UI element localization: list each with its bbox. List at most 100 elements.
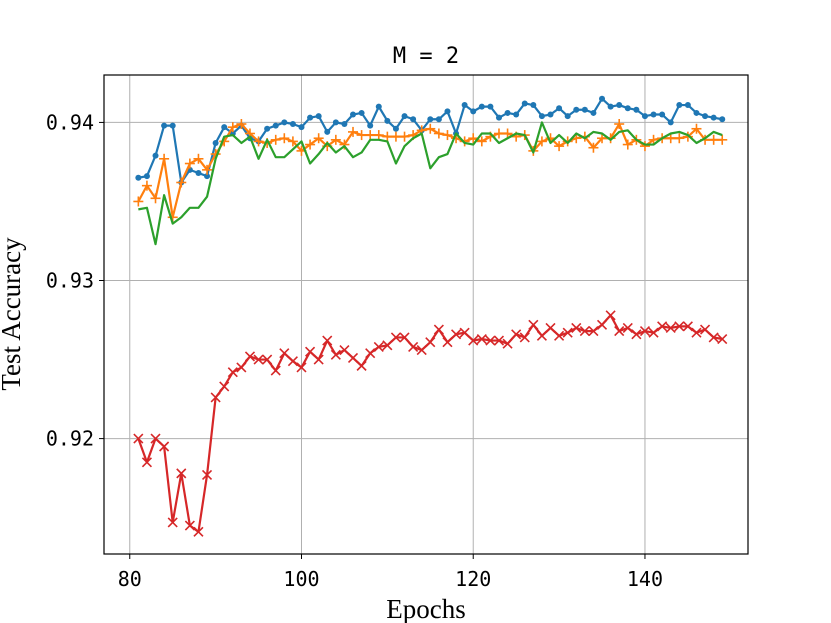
data-point (562, 327, 573, 338)
x-tick-label: 140 (627, 567, 663, 591)
data-point (556, 105, 563, 112)
data-point (493, 128, 504, 139)
data-point (150, 433, 161, 444)
data-point (659, 111, 666, 118)
data-point (665, 322, 676, 334)
data-point (390, 131, 401, 142)
data-point (262, 354, 273, 365)
data-point (298, 124, 305, 131)
data-point (433, 128, 444, 139)
data-point (279, 133, 290, 144)
data-point (442, 337, 453, 348)
data-point (373, 341, 384, 352)
data-point (573, 106, 580, 113)
data-point (167, 517, 178, 528)
data-point (528, 319, 539, 330)
data-point (588, 326, 599, 337)
data-point (367, 122, 374, 129)
data-point (281, 119, 288, 126)
data-point (639, 326, 651, 337)
data-point (159, 153, 170, 164)
data-point (313, 133, 324, 144)
data-point (511, 329, 522, 340)
data-point (332, 119, 339, 126)
data-point (204, 173, 211, 180)
data-point (650, 111, 657, 118)
data-point (468, 133, 479, 144)
data-point (536, 136, 547, 147)
data-point (667, 119, 674, 126)
data-point (564, 113, 571, 120)
data-point (202, 164, 213, 175)
data-point (476, 333, 487, 345)
y-axis-title: Test Accuracy (0, 237, 26, 391)
plot-frame (103, 74, 749, 555)
data-point (596, 319, 608, 330)
data-point (141, 180, 152, 191)
data-point (348, 126, 359, 137)
data-point (693, 109, 700, 116)
data-point (702, 113, 709, 120)
data-point (599, 95, 606, 102)
data-point (571, 322, 582, 334)
data-point (253, 136, 264, 147)
data-point (607, 103, 614, 110)
data-point (476, 136, 487, 147)
data-point (676, 102, 683, 109)
data-point (504, 109, 511, 116)
data-point (502, 338, 513, 349)
data-point (133, 433, 144, 444)
data-point (219, 381, 230, 392)
data-point (495, 114, 502, 121)
data-point (691, 123, 702, 134)
data-point (399, 131, 410, 142)
data-point (545, 322, 556, 334)
data-point (399, 332, 410, 343)
data-point (622, 139, 633, 150)
data-point (554, 330, 565, 341)
data-point (287, 356, 298, 367)
data-point (719, 116, 726, 123)
data-point (375, 103, 382, 110)
data-point (674, 321, 685, 332)
data-point (253, 354, 264, 365)
data-point (710, 114, 717, 121)
data-point (427, 116, 434, 123)
data-point (279, 348, 290, 359)
data-point (193, 526, 204, 537)
series-layer (133, 95, 728, 537)
data-point (468, 335, 479, 346)
data-point (519, 332, 530, 343)
data-point (330, 349, 341, 360)
data-point (307, 114, 314, 121)
data-point (674, 133, 685, 144)
data-point (150, 193, 161, 204)
data-point (410, 116, 417, 123)
data-point (221, 124, 228, 131)
data-point (478, 103, 485, 110)
data-point (322, 335, 333, 346)
data-point (289, 121, 296, 128)
y-tick-label: 0.92 (46, 427, 94, 451)
data-point (485, 335, 496, 346)
series-1 (135, 95, 726, 186)
data-point (616, 102, 623, 109)
data-point (339, 345, 350, 356)
data-point (152, 152, 159, 159)
chart-title: M = 2 (393, 44, 459, 69)
data-point (444, 108, 451, 115)
data-point (581, 106, 588, 113)
data-point (264, 125, 271, 132)
data-point (588, 142, 599, 153)
data-point (665, 133, 676, 144)
data-point (313, 354, 324, 365)
data-point (390, 332, 402, 343)
data-point (605, 310, 616, 321)
series-line (137, 314, 723, 533)
data-point (547, 111, 554, 118)
series-3 (138, 121, 723, 246)
data-point (356, 130, 367, 141)
data-point (195, 170, 202, 177)
data-point (358, 109, 365, 116)
data-point (433, 324, 444, 335)
